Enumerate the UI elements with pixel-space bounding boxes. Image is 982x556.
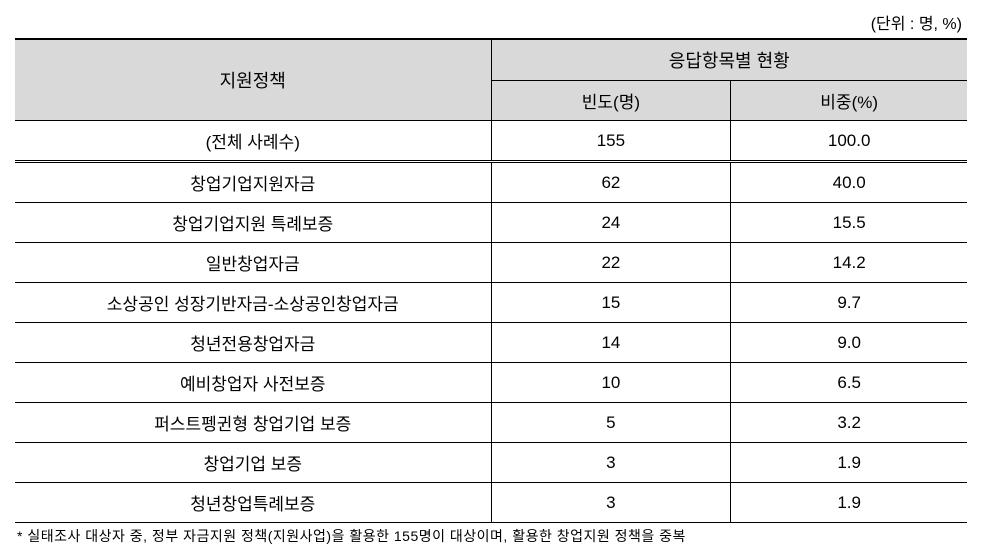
table-row: 퍼스트펭귄형 창업기업 보증 5 3.2 — [15, 403, 967, 443]
row-ratio: 9.0 — [731, 323, 967, 363]
policy-table: 지원정책 응답항목별 현황 빈도(명) 비중(%) (전체 사례수) 155 1… — [15, 38, 967, 523]
table-row: 창업기업지원자금 62 40.0 — [15, 162, 967, 203]
total-policy: (전체 사례수) — [15, 121, 491, 162]
row-frequency: 10 — [491, 363, 731, 403]
row-frequency: 5 — [491, 403, 731, 443]
table-row: 소상공인 성장기반자금-소상공인창업자금 15 9.7 — [15, 283, 967, 323]
row-policy: 일반창업자금 — [15, 243, 491, 283]
header-policy: 지원정책 — [15, 39, 491, 121]
row-policy: 창업기업지원 특례보증 — [15, 203, 491, 243]
header-ratio: 비중(%) — [731, 81, 967, 121]
total-frequency: 155 — [491, 121, 731, 162]
row-policy: 창업기업 보증 — [15, 443, 491, 483]
footnote: * 실태조사 대상자 중, 정부 자금지원 정책(지원사업)을 활용한 155명… — [15, 526, 967, 546]
table-row: 창업기업 보증 3 1.9 — [15, 443, 967, 483]
table-row: 일반창업자금 22 14.2 — [15, 243, 967, 283]
table-row: 창업기업지원 특례보증 24 15.5 — [15, 203, 967, 243]
row-policy: 소상공인 성장기반자금-소상공인창업자금 — [15, 283, 491, 323]
row-frequency: 14 — [491, 323, 731, 363]
row-frequency: 24 — [491, 203, 731, 243]
table-row: 예비창업자 사전보증 10 6.5 — [15, 363, 967, 403]
row-ratio: 40.0 — [731, 162, 967, 203]
table-row: 청년전용창업자금 14 9.0 — [15, 323, 967, 363]
row-ratio: 9.7 — [731, 283, 967, 323]
row-frequency: 15 — [491, 283, 731, 323]
header-response: 응답항목별 현황 — [491, 39, 967, 81]
row-ratio: 1.9 — [731, 483, 967, 523]
row-policy: 퍼스트펭귄형 창업기업 보증 — [15, 403, 491, 443]
total-ratio: 100.0 — [731, 121, 967, 162]
table-body: (전체 사례수) 155 100.0 창업기업지원자금 62 40.0 창업기업… — [15, 121, 967, 523]
row-policy: 청년전용창업자금 — [15, 323, 491, 363]
row-ratio: 6.5 — [731, 363, 967, 403]
table-row: 청년창업특례보증 3 1.9 — [15, 483, 967, 523]
row-ratio: 14.2 — [731, 243, 967, 283]
row-ratio: 15.5 — [731, 203, 967, 243]
row-frequency: 3 — [491, 443, 731, 483]
row-frequency: 22 — [491, 243, 731, 283]
row-policy: 창업기업지원자금 — [15, 162, 491, 203]
header-frequency: 빈도(명) — [491, 81, 731, 121]
row-frequency: 3 — [491, 483, 731, 523]
unit-label: (단위 : 명, %) — [15, 10, 967, 34]
row-ratio: 3.2 — [731, 403, 967, 443]
row-policy: 예비창업자 사전보증 — [15, 363, 491, 403]
row-ratio: 1.9 — [731, 443, 967, 483]
row-frequency: 62 — [491, 162, 731, 203]
row-policy: 청년창업특례보증 — [15, 483, 491, 523]
total-row: (전체 사례수) 155 100.0 — [15, 121, 967, 162]
